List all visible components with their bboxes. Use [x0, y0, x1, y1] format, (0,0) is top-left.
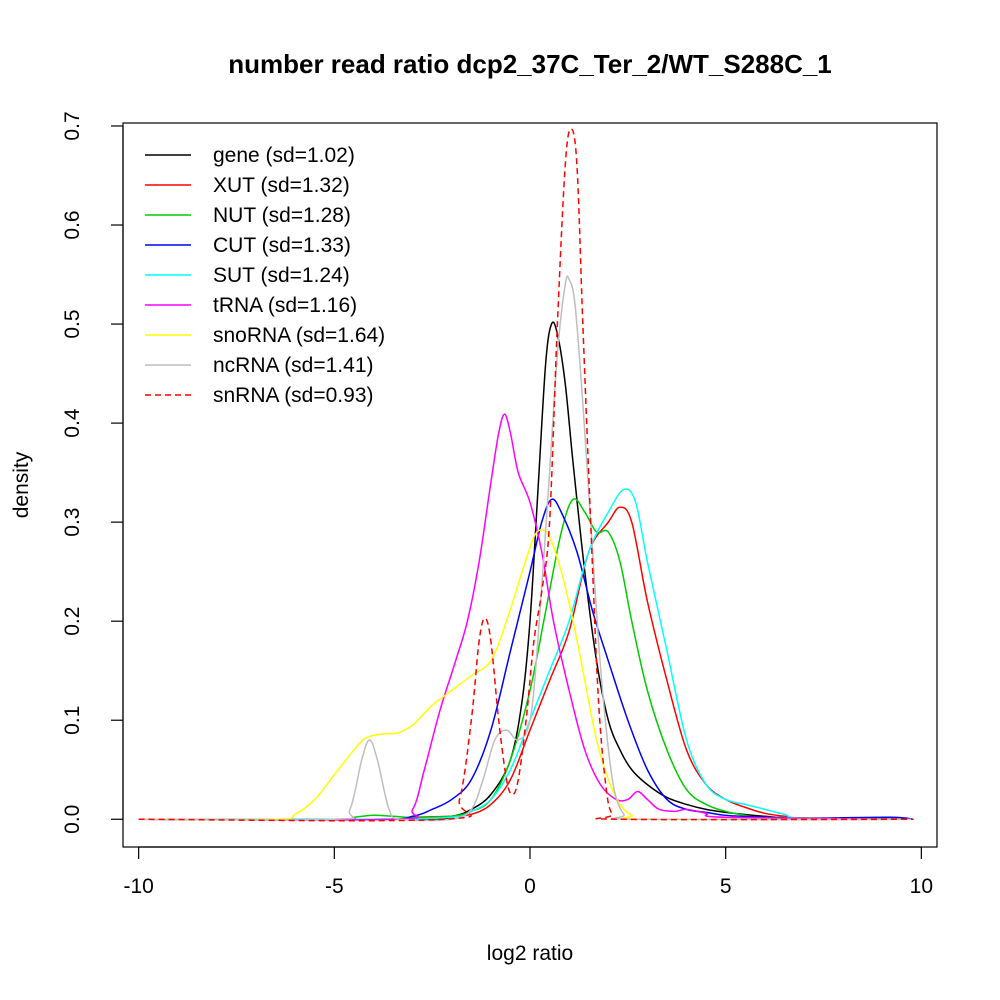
series-line-6	[138, 529, 914, 821]
x-axis: -10 -5 0 5 10	[123, 846, 933, 898]
y-tick-label: 0.1	[61, 706, 84, 735]
legend-label-2: NUT (sd=1.28)	[213, 204, 351, 227]
y-tick-label: 0.7	[61, 111, 84, 140]
legend-label-1: XUT (sd=1.32)	[213, 174, 350, 197]
legend-label-4: SUT (sd=1.24)	[213, 264, 350, 287]
y-tick-label: 0.6	[61, 210, 84, 239]
series-line-5	[138, 413, 914, 821]
series-line-3	[138, 498, 914, 821]
x-tick-label: 10	[910, 875, 933, 898]
x-tick-label: -10	[123, 875, 153, 898]
series-layer	[138, 128, 914, 822]
x-tick-label: 5	[720, 875, 732, 898]
legend-label-5: tRNA (sd=1.16)	[213, 294, 357, 317]
legend-label-7: ncRNA (sd=1.41)	[213, 354, 374, 377]
y-axis-label: density	[10, 451, 33, 518]
plot-frame	[122, 122, 938, 848]
legend-label-8: snRNA (sd=0.93)	[213, 384, 374, 407]
x-tick-label: -5	[325, 875, 344, 898]
y-tick-label: 0.4	[61, 408, 84, 438]
x-axis-label: log2 ratio	[487, 942, 573, 965]
legend-label-3: CUT (sd=1.33)	[213, 234, 351, 257]
y-tick-label: 0.2	[61, 607, 84, 636]
series-line-2	[138, 497, 914, 821]
y-tick-label: 0.5	[61, 309, 84, 338]
legend-label-0: gene (sd=1.02)	[213, 144, 355, 167]
legend: gene (sd=1.02) XUT (sd=1.32) NUT (sd=1.28)…	[145, 144, 385, 407]
legend-label-6: snoRNA (sd=1.64)	[213, 324, 385, 347]
y-axis: 0.0 0.1 0.2 0.3 0.4 0.5 0.6 0.7	[61, 111, 124, 834]
series-line-7	[138, 275, 914, 822]
chart-title: number read ratio dcp2_37C_Ter_2/WT_S288…	[228, 49, 832, 79]
series-line-8	[138, 128, 914, 822]
series-line-4	[138, 488, 914, 821]
series-line-0	[138, 321, 914, 821]
y-tick-label: 0.3	[61, 508, 84, 537]
y-tick-label: 0.0	[61, 805, 84, 834]
x-tick-label: 0	[524, 875, 536, 898]
